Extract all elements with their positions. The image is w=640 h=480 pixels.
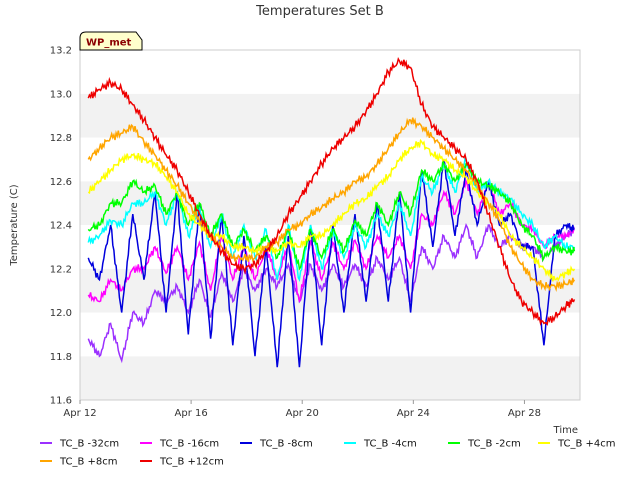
y-tick-label: 12.2 xyxy=(50,264,72,275)
x-tick-label: Apr 28 xyxy=(508,408,541,419)
y-tick-label: 11.6 xyxy=(50,396,72,407)
wp-met-badge: WP_met xyxy=(79,31,143,51)
x-axis-label: Time xyxy=(553,425,578,436)
x-tick-label: Apr 12 xyxy=(63,408,96,419)
series-line-tc-b-8cm xyxy=(87,117,576,292)
y-tick-label: 12.8 xyxy=(50,133,72,144)
badge-background xyxy=(79,31,143,51)
grid-band xyxy=(80,268,580,313)
y-axis-label: Temperature (C) xyxy=(9,184,20,266)
legend-label: TC_B -32cm xyxy=(59,439,119,450)
legend-label: TC_B -4cm xyxy=(363,439,417,450)
legend-label: TC_B +4cm xyxy=(557,439,616,450)
x-axis-ticks: Apr 12 Apr 16 Apr 20 Apr 24 Apr 28 xyxy=(63,400,541,419)
legend-label: TC_B -16cm xyxy=(159,439,219,450)
series-line-tc-b-32cm xyxy=(87,222,576,364)
grid-band xyxy=(80,356,580,400)
legend-label: TC_B -8cm xyxy=(259,439,313,450)
grid-band xyxy=(80,137,580,182)
series-line-tc-b-12cm xyxy=(87,57,576,326)
y-tick-label: 12.0 xyxy=(50,308,72,319)
badge-label: WP_met xyxy=(86,38,132,49)
chart-title: Temperatures Set B xyxy=(255,4,384,19)
y-axis-ticks: 11.6 11.8 12.0 12.2 12.4 12.6 12.8 13.0 13.2 xyxy=(50,46,72,407)
x-tick-label: Apr 20 xyxy=(286,408,319,419)
x-tick-label: Apr 24 xyxy=(397,408,430,419)
legend: TC_B -32cm TC_B -16cm TC_B -8cm TC_B -4cm TC… xyxy=(40,439,616,468)
grid-band xyxy=(80,312,580,357)
legend-label: TC_B +12cm xyxy=(159,457,224,468)
series-line-tc-b-2cm xyxy=(87,158,576,271)
series-lines xyxy=(87,57,576,368)
grid-band xyxy=(80,50,580,94)
y-tick-label: 12.6 xyxy=(50,177,72,188)
legend-label: TC_B -2cm xyxy=(467,439,521,450)
series-line-tc-b-4cm xyxy=(87,138,576,282)
plot-frame xyxy=(79,49,581,401)
legend-label: TC_B +8cm xyxy=(59,457,118,468)
x-tick-label: Apr 16 xyxy=(175,408,208,419)
y-tick-label: 12.4 xyxy=(50,221,72,232)
y-tick-label: 11.8 xyxy=(50,352,72,363)
y-tick-label: 13.0 xyxy=(50,89,72,100)
y-tick-label: 13.2 xyxy=(50,46,72,57)
grid-band xyxy=(80,93,580,138)
